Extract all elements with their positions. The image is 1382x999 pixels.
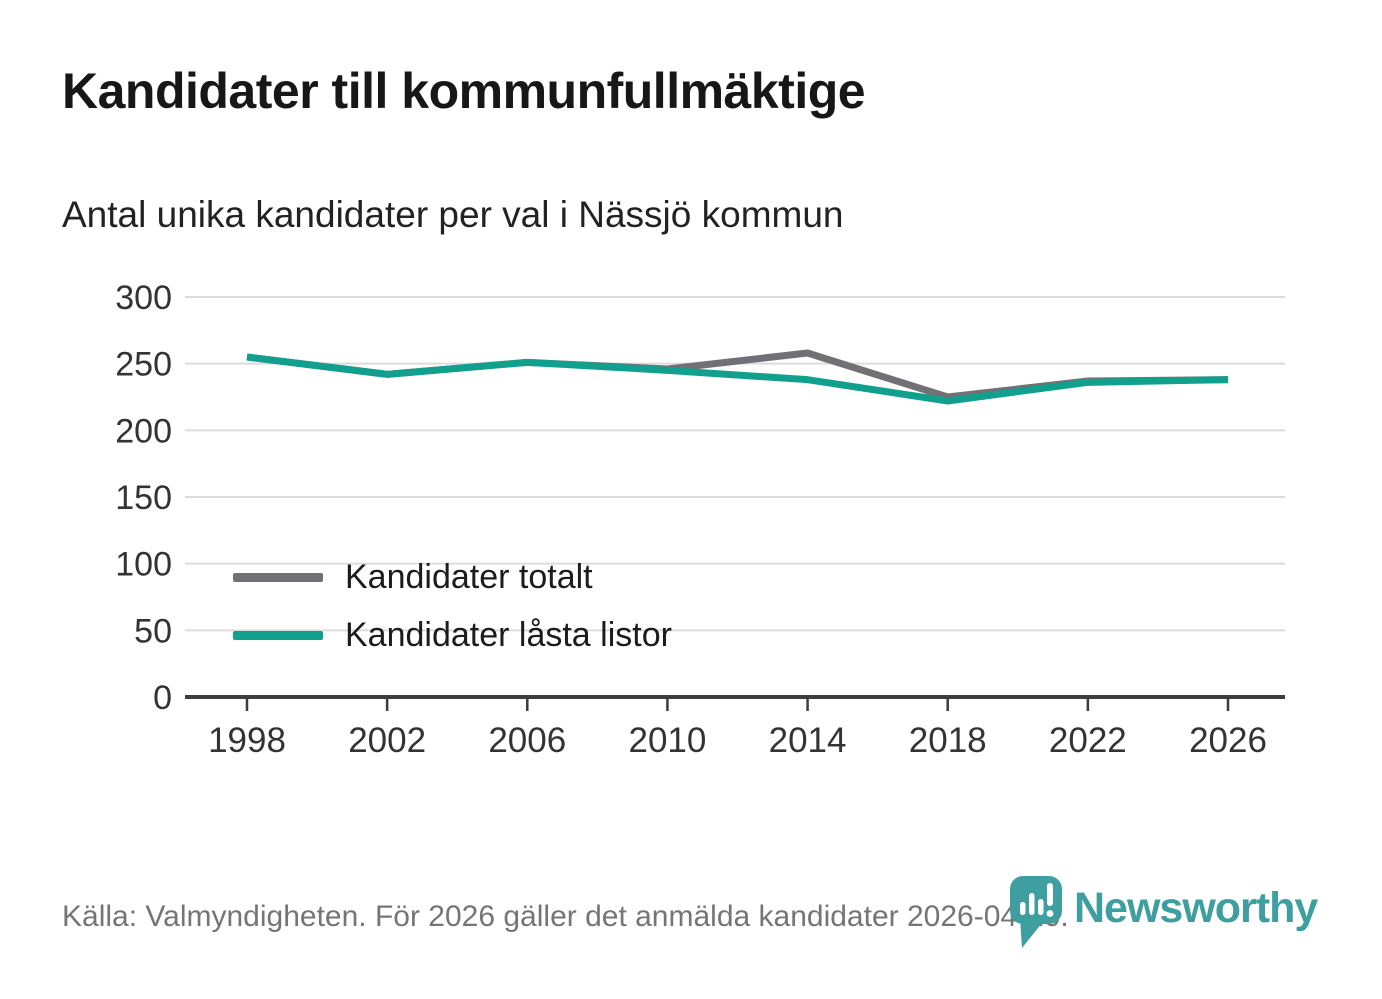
- svg-text:2002: 2002: [348, 721, 426, 760]
- legend-swatch-lasta-listor-line: [233, 630, 323, 640]
- chart-legend: Kandidater totalt Kandidater låsta listo…: [233, 552, 672, 660]
- svg-text:150: 150: [115, 479, 172, 517]
- legend-item-totalt: Kandidater totalt: [233, 552, 672, 602]
- svg-text:2022: 2022: [1049, 721, 1127, 760]
- svg-text:100: 100: [115, 546, 172, 584]
- legend-swatch-totalt-line: [233, 572, 323, 582]
- chart-subtitle: Antal unika kandidater per val i Nässjö …: [62, 194, 844, 235]
- svg-text:0: 0: [153, 679, 172, 717]
- svg-text:200: 200: [115, 412, 172, 450]
- chart-title: Kandidater till kommunfullmäktige: [62, 63, 866, 119]
- svg-text:2006: 2006: [488, 721, 566, 760]
- svg-text:2026: 2026: [1189, 721, 1267, 760]
- legend-label-totalt: Kandidater totalt: [345, 557, 593, 596]
- svg-text:50: 50: [134, 612, 172, 650]
- svg-text:300: 300: [115, 279, 172, 317]
- svg-text:2010: 2010: [628, 721, 706, 760]
- svg-text:250: 250: [115, 346, 172, 384]
- legend-label-lasta-listor: Kandidater låsta listor: [345, 615, 672, 654]
- svg-text:2018: 2018: [909, 721, 987, 760]
- legend-item-lasta-listor: Kandidater låsta listor: [233, 610, 672, 660]
- svg-text:2014: 2014: [769, 721, 847, 760]
- source-note: Källa: Valmyndigheten. För 2026 gäller d…: [62, 900, 1069, 933]
- svg-text:1998: 1998: [208, 721, 286, 760]
